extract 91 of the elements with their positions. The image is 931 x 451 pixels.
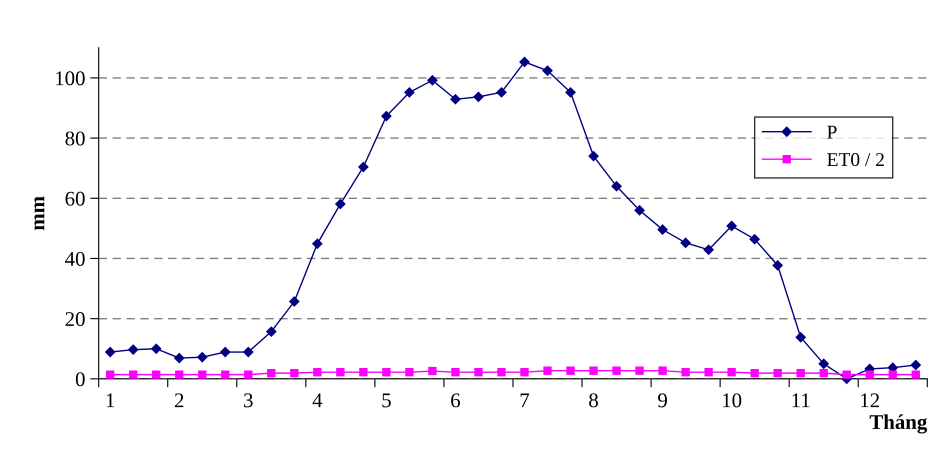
point	[289, 296, 300, 307]
point	[358, 162, 368, 172]
x-tick-label: 7	[520, 394, 530, 408]
x-tick-label: 1	[106, 393, 114, 408]
point	[151, 344, 162, 354]
point	[105, 346, 116, 358]
point	[197, 352, 208, 362]
point	[842, 370, 851, 379]
point	[589, 366, 598, 375]
point	[129, 370, 138, 379]
point	[635, 366, 644, 375]
x-tick-label: 3	[244, 393, 253, 408]
y-tick-label: 100	[56, 71, 85, 86]
x-axis-title: Tháng	[870, 414, 928, 434]
point	[496, 87, 507, 98]
point	[519, 56, 530, 68]
point	[680, 238, 691, 248]
point	[405, 368, 414, 376]
point	[474, 368, 483, 376]
x-tick-label: 6	[451, 393, 460, 408]
y-tick-label: 0	[76, 372, 85, 386]
point	[542, 66, 553, 76]
point	[221, 370, 230, 379]
legend-label: P	[827, 126, 837, 139]
point	[313, 368, 322, 376]
x-tick-label: 2	[174, 393, 184, 408]
x-tick-label: 10	[723, 393, 742, 408]
point	[359, 368, 368, 376]
point	[220, 346, 230, 358]
point	[866, 370, 874, 379]
point	[266, 326, 276, 337]
point	[543, 366, 552, 375]
point	[175, 370, 184, 379]
x-tick-label: 12	[861, 393, 880, 408]
point	[910, 360, 921, 370]
point	[451, 368, 460, 376]
point	[428, 366, 437, 376]
point	[726, 220, 737, 232]
y-tick-label: 20	[66, 312, 85, 326]
point	[774, 368, 782, 378]
point	[704, 368, 713, 376]
x-tick-label: 8	[589, 393, 598, 408]
point	[611, 181, 622, 192]
point	[750, 368, 759, 378]
point	[912, 370, 920, 379]
point	[450, 94, 461, 104]
point	[818, 358, 829, 369]
point	[290, 368, 298, 378]
point	[267, 368, 276, 378]
point	[404, 87, 415, 98]
point	[566, 366, 575, 375]
point	[612, 366, 621, 375]
point	[772, 260, 783, 270]
point	[381, 111, 392, 122]
point	[174, 352, 184, 364]
x-tick-label: 11	[792, 393, 810, 408]
point	[497, 368, 506, 376]
point	[565, 87, 576, 98]
point	[796, 332, 806, 342]
y-tick-label: 40	[65, 252, 85, 266]
y-tick-label: 60	[66, 192, 85, 206]
point	[750, 234, 760, 244]
point	[796, 368, 805, 378]
point	[820, 368, 828, 378]
point	[128, 344, 138, 355]
point	[312, 238, 322, 249]
point	[382, 368, 391, 376]
point	[473, 92, 484, 102]
point	[427, 75, 438, 86]
point	[520, 368, 529, 376]
point	[704, 244, 714, 255]
point	[657, 224, 668, 235]
point	[106, 370, 114, 379]
point	[681, 368, 690, 376]
point	[152, 370, 160, 379]
point	[244, 370, 252, 379]
point	[888, 370, 897, 379]
point	[727, 368, 736, 376]
point	[634, 205, 645, 216]
point	[658, 366, 667, 375]
point	[243, 346, 254, 358]
legend-label: ET0 / 2	[827, 153, 884, 166]
point	[336, 368, 345, 376]
x-tick-label: 5	[382, 394, 391, 408]
point	[335, 198, 346, 210]
point	[198, 370, 206, 379]
point	[588, 151, 599, 162]
y-axis-title: mm	[34, 196, 44, 230]
y-tick-label: 80	[65, 131, 85, 146]
x-tick-label: 9	[658, 393, 667, 408]
x-tick-label: 4	[312, 393, 322, 408]
